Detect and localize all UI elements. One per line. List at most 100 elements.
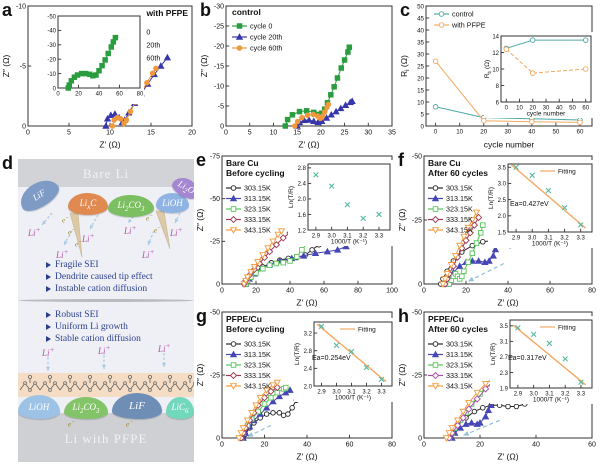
arrhenius-inset-e: 2.9 3.0 3.1 3.2 3.3 1.2 1.6 2.0 2.4 2.8 1000/T (K⁻… — [288, 160, 394, 246]
bare-li-label: Bare Li — [82, 166, 130, 181]
svg-text:Ea=0.254eV: Ea=0.254eV — [312, 355, 351, 362]
svg-text:Z″ (Ω): Z″ (Ω) — [196, 364, 205, 387]
svg-text:-25: -25 — [210, 372, 220, 379]
panel-letter-f: f — [398, 150, 404, 170]
svg-text:Z′ (Ω): Z′ (Ω) — [99, 140, 120, 150]
svg-text:30: 30 — [543, 106, 550, 112]
panel-letter-d: d — [2, 153, 13, 173]
svg-text:0: 0 — [418, 281, 422, 288]
svg-text:0: 0 — [220, 123, 224, 130]
svg-text:3.0: 3.0 — [528, 236, 537, 242]
svg-text:30: 30 — [504, 129, 511, 136]
svg-text:2.3: 2.3 — [500, 371, 509, 377]
svg-text:10: 10 — [417, 99, 424, 106]
panel-letter-c: c — [400, 0, 411, 20]
li-ion-label: Li+ — [42, 345, 55, 358]
svg-text:-20: -20 — [47, 58, 56, 64]
svg-text:303.15K: 303.15K — [446, 184, 473, 193]
svg-text:1.2: 1.2 — [298, 228, 307, 234]
svg-text:3.5: 3.5 — [500, 324, 509, 330]
svg-text:Bare Cu: Bare Cu — [428, 158, 461, 168]
nyquist-chart-pfpecu-before: 0 20 40 60 80 0 -25 -50 Z′ (Ω) Z″ (Ω) 303.15K313.1… — [196, 309, 396, 461]
svg-text:5: 5 — [248, 130, 252, 137]
svg-text:0: 0 — [216, 281, 220, 288]
svg-text:333.15K: 333.15K — [446, 371, 473, 380]
svg-text:303.15K: 303.15K — [244, 184, 271, 193]
svg-text:60: 60 — [577, 129, 584, 136]
svg-text:50: 50 — [417, 3, 424, 10]
svg-text:Z″ (Ω): Z″ (Ω) — [398, 364, 407, 387]
li-ion-label: Li+ — [82, 231, 95, 244]
svg-text:Z′ (Ω): Z′ (Ω) — [298, 140, 319, 150]
li-ion-label: Li+ — [28, 225, 41, 238]
svg-text:cycle number: cycle number — [484, 140, 535, 150]
nyquist-chart-barecu-before: 0 20 40 60 80 100 0 -25 -50 -75 Z′ (Ω) Z″ (Ω) 303.15… — [196, 153, 398, 307]
svg-text:0: 0 — [53, 86, 57, 92]
svg-text:40: 40 — [504, 288, 512, 295]
pfpe-polymer-layer — [18, 373, 194, 397]
svg-text:Ln(T/R): Ln(T/R) — [294, 343, 301, 365]
svg-text:2.9: 2.9 — [514, 392, 523, 398]
list-item: Robust SEI — [46, 309, 141, 321]
section-divider — [18, 299, 194, 302]
svg-text:-10: -10 — [47, 72, 56, 78]
svg-text:100: 100 — [386, 288, 398, 295]
svg-text:313.15K: 313.15K — [244, 350, 271, 359]
svg-text:0: 0 — [505, 106, 509, 112]
svg-text:2.5: 2.5 — [498, 198, 507, 204]
svg-text:25: 25 — [341, 130, 349, 137]
svg-text:with PFPE: with PFPE — [145, 8, 188, 18]
svg-text:333.15K: 333.15K — [244, 371, 271, 380]
svg-text:3.2: 3.2 — [359, 234, 368, 240]
svg-text:0: 0 — [422, 442, 426, 449]
svg-text:10: 10 — [270, 130, 278, 137]
svg-text:Rb (Ω): Rb (Ω) — [484, 60, 492, 78]
svg-text:1000/T (K⁻¹): 1000/T (K⁻¹) — [331, 239, 367, 246]
svg-text:1000/T (K⁻¹): 1000/T (K⁻¹) — [532, 241, 568, 248]
svg-text:45: 45 — [417, 15, 424, 22]
svg-text:3.1: 3.1 — [544, 236, 553, 242]
chunk-label: LiF — [129, 400, 145, 412]
svg-text:2.8: 2.8 — [304, 349, 313, 355]
svg-text:0: 0 — [434, 129, 438, 136]
svg-text:3.0: 3.0 — [529, 392, 538, 398]
svg-text:2.0: 2.0 — [298, 197, 307, 203]
svg-text:6: 6 — [496, 100, 500, 106]
svg-text:0: 0 — [220, 288, 224, 295]
svg-text:50: 50 — [569, 106, 576, 112]
li-ion-label: Li+ — [142, 247, 155, 260]
svg-text:303.15K: 303.15K — [244, 340, 271, 349]
electron-label: e− — [154, 225, 162, 235]
schematic-decorations — [41, 210, 181, 371]
svg-text:30: 30 — [364, 130, 372, 137]
svg-text:-40: -40 — [47, 29, 56, 35]
list-item: Dendrite caused tip effect — [46, 271, 153, 283]
svg-text:-25: -25 — [412, 372, 422, 379]
svg-text:40: 40 — [556, 106, 563, 112]
svg-text:Ea=0.317eV: Ea=0.317eV — [508, 355, 547, 362]
svg-text:2.4: 2.4 — [304, 367, 313, 373]
electron-label: e− — [68, 419, 76, 429]
chunk-label: Li2CO3 — [72, 401, 100, 415]
li-ion-label: Li+ — [158, 341, 171, 354]
chunk-label: LiF — [30, 187, 48, 203]
svg-text:-50: -50 — [412, 309, 422, 316]
electron-label: e− — [146, 213, 154, 223]
sei-chunk-lixc-top: LixC — [68, 193, 108, 215]
chunk-label: LiOH — [28, 402, 50, 412]
svg-text:0: 0 — [421, 123, 425, 130]
svg-text:3.2: 3.2 — [560, 236, 569, 242]
svg-text:-10: -10 — [214, 83, 224, 90]
chunk-label: LiOH — [162, 198, 183, 208]
svg-text:323.15K: 323.15K — [244, 205, 271, 214]
chunk-label: LiC6 — [171, 401, 189, 415]
svg-text:0: 0 — [220, 442, 224, 449]
svg-text:Before cycling: Before cycling — [226, 324, 285, 334]
chunk-label: LixC — [79, 197, 97, 211]
svg-text:60: 60 — [320, 288, 328, 295]
panel-letter-g: g — [196, 306, 207, 326]
svg-text:2.4: 2.4 — [298, 182, 307, 188]
panel-letter-a: a — [2, 0, 13, 20]
svg-text:cycle 0: cycle 0 — [250, 22, 272, 31]
svg-text:3.5: 3.5 — [498, 166, 507, 172]
